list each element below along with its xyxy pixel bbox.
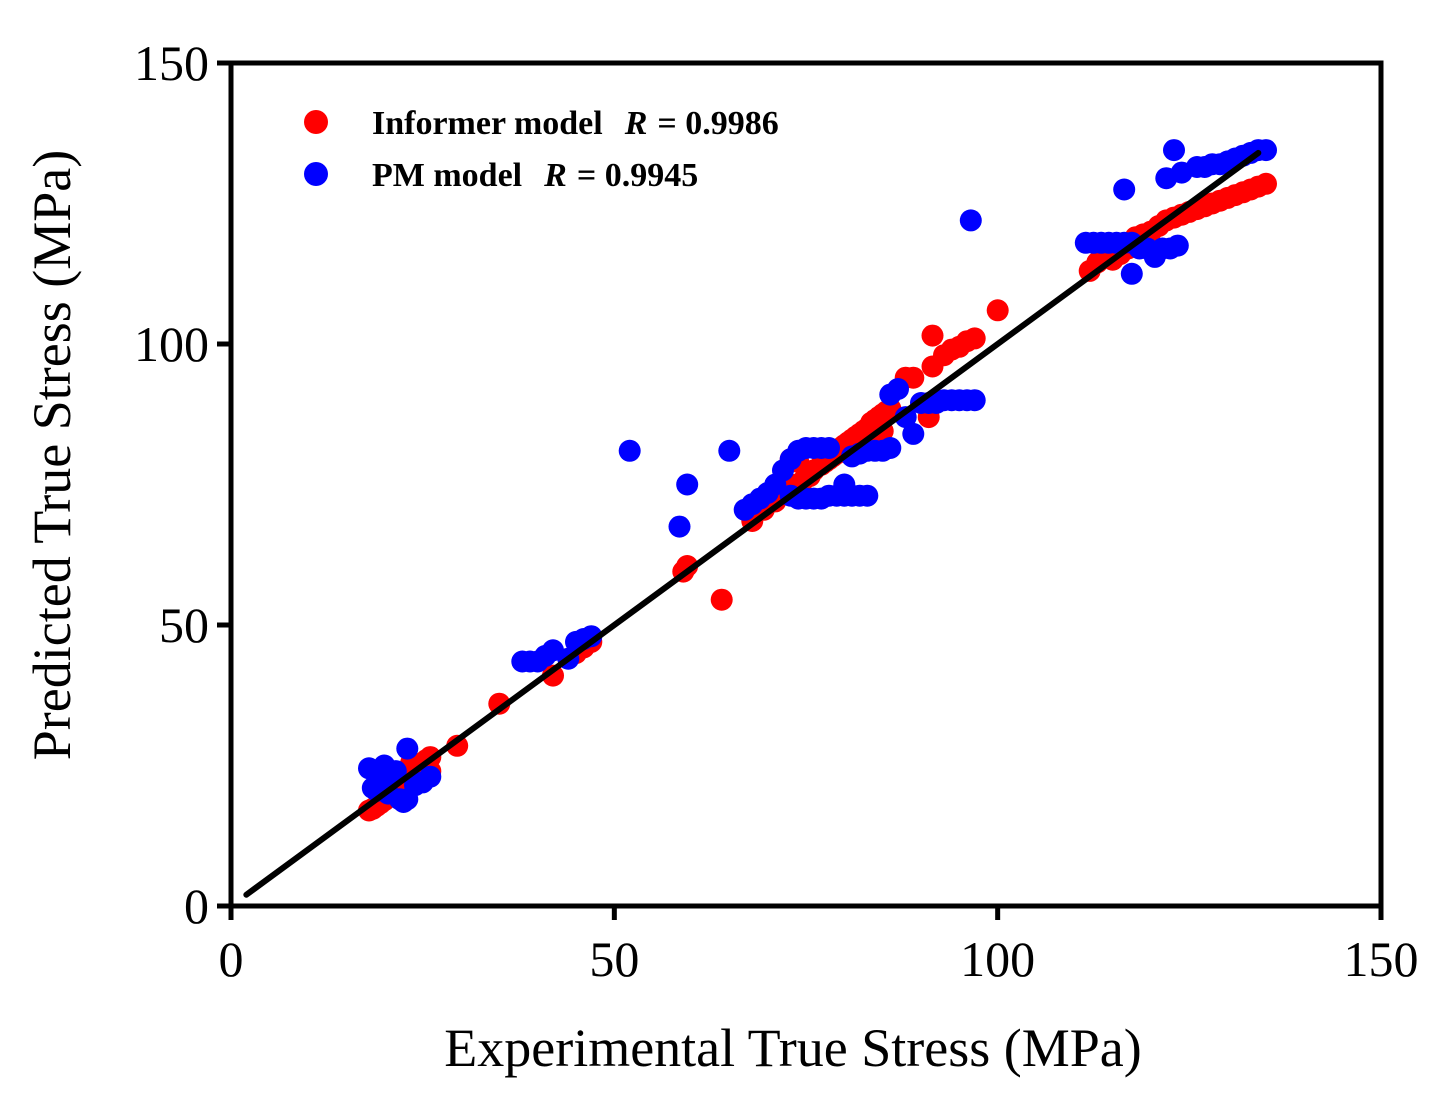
informer-point-72 — [963, 327, 986, 350]
pm-point-69 — [963, 389, 986, 412]
y-tick-label-2: 100 — [134, 316, 209, 372]
pm-point-59 — [887, 378, 909, 400]
x-axis-title: Experimental True Stress (MPa) — [444, 1018, 1141, 1078]
pm-point-57 — [879, 437, 902, 459]
pm-point-98 — [1255, 139, 1277, 162]
informer-point-73 — [986, 299, 1009, 322]
pm-point-85 — [1166, 234, 1189, 257]
legend-r-value-pm: = 0.9945 — [577, 157, 698, 194]
pm-point-26 — [676, 473, 699, 496]
x-tick-label-3: 150 — [1344, 931, 1419, 987]
pm-point-7 — [384, 760, 407, 783]
pm-point-51 — [833, 473, 856, 496]
informer-point-28 — [676, 555, 699, 577]
pm-point-61 — [902, 422, 925, 445]
pm-point-79 — [1120, 262, 1143, 285]
pm-point-23 — [580, 625, 603, 648]
informer-point-98 — [1255, 172, 1277, 195]
axis-ticks-layer: 0 50 100 150 0 50 100 150 — [134, 35, 1419, 987]
informer-point-64 — [902, 366, 925, 389]
legend-r-label-pm: R — [543, 157, 567, 194]
pm-point-14 — [419, 765, 442, 788]
pm-point-25 — [668, 515, 691, 538]
legend-series-name-pm: PM model — [372, 157, 522, 194]
informer-point-67 — [921, 324, 944, 347]
pm-point-87 — [1163, 139, 1185, 162]
legend-entry-informer: Informer model R = 0.9986 — [372, 105, 779, 142]
x-tick-label-2: 100 — [960, 931, 1035, 987]
legend-marker-informer — [304, 110, 328, 134]
legend-series-name-informer: Informer model — [372, 105, 603, 142]
plot-frame — [228, 60, 1384, 909]
legend-r-value-informer: = 0.9986 — [657, 105, 778, 142]
informer-point-21 — [446, 734, 469, 757]
pm-point-27 — [718, 439, 741, 462]
pm-point-70 — [959, 209, 982, 232]
legend-marker-pm — [304, 162, 328, 186]
informer-point-29 — [710, 588, 733, 611]
informer-point-22 — [488, 692, 511, 715]
legend-r-label-informer: R — [624, 105, 648, 142]
reference-line — [243, 149, 1262, 898]
y-tick-label-3: 150 — [134, 35, 209, 91]
pm-point-24 — [618, 439, 641, 462]
pm-point-78 — [1113, 178, 1136, 201]
pm-point-60 — [894, 406, 917, 429]
y-tick-label-1: 50 — [159, 597, 209, 653]
pm-point-50 — [856, 484, 879, 507]
y-axis-title: Predicted True Stress (MPa) — [22, 150, 82, 760]
informer-point-23 — [542, 664, 564, 687]
y-tick-label-0: 0 — [184, 878, 209, 934]
x-tick-label-1: 50 — [589, 931, 639, 987]
pm-point-11 — [396, 737, 419, 760]
pm-point-39 — [818, 437, 840, 459]
legend-entry-pm: PM model R = 0.9945 — [372, 157, 698, 194]
legend: Informer model R = 0.9986 PM model R = 0.994… — [304, 105, 779, 194]
x-tick-label-0: 0 — [219, 931, 244, 987]
